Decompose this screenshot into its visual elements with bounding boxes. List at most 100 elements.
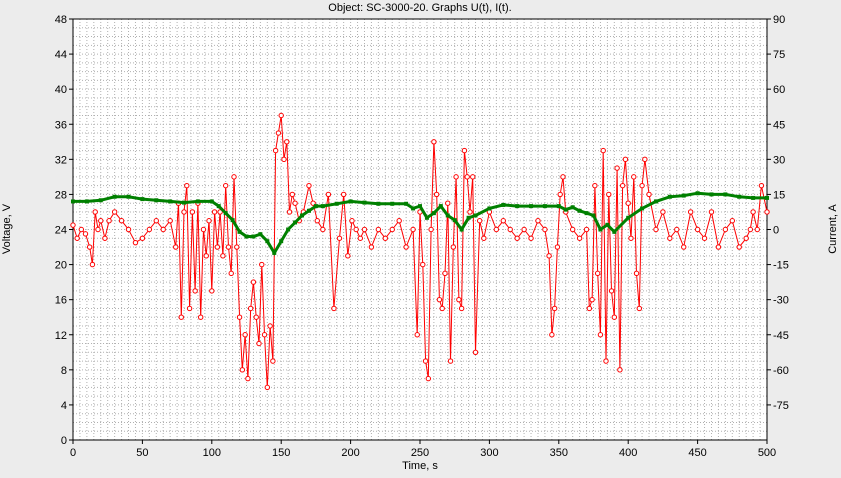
data-point (334, 201, 339, 206)
data-point (140, 197, 145, 202)
data-point (447, 358, 454, 364)
data-point (92, 209, 98, 215)
data-point (300, 213, 305, 218)
data-point (118, 218, 125, 224)
data-point (234, 244, 240, 250)
data-point (251, 234, 256, 239)
data-point (265, 239, 270, 244)
data-point (594, 270, 601, 277)
data-point (78, 226, 85, 233)
data-point (245, 375, 251, 382)
y2-tick-label: 60 (773, 84, 785, 96)
data-point (167, 218, 173, 224)
data-point (182, 200, 187, 205)
data-point (470, 174, 476, 180)
data-point (612, 229, 617, 234)
data-point (222, 182, 229, 189)
y-tick-label: 32 (55, 154, 67, 166)
data-point (667, 235, 673, 241)
data-point (314, 218, 320, 224)
data-point (195, 199, 200, 204)
data-point (258, 232, 263, 237)
data-point (375, 226, 382, 233)
data-point (514, 235, 520, 241)
data-point (556, 204, 561, 209)
data-point (633, 270, 640, 277)
y-tick-label: 12 (55, 330, 67, 342)
data-point (425, 375, 432, 382)
data-point (272, 147, 279, 154)
data-point (473, 213, 478, 218)
data-point (211, 209, 218, 215)
data-point (244, 234, 249, 239)
data-point (764, 209, 770, 215)
data-point (450, 244, 457, 250)
y2-tick-label: -60 (773, 365, 789, 377)
data-point (231, 174, 237, 180)
data-point (507, 226, 513, 233)
y-tick-label: 40 (55, 84, 67, 96)
data-point (414, 332, 420, 338)
data-point (617, 367, 623, 373)
data-point (86, 244, 93, 250)
data-point (292, 200, 298, 206)
y-tick-label: 20 (55, 260, 67, 272)
data-point (729, 218, 735, 224)
data-point (695, 191, 700, 196)
data-point (528, 235, 534, 241)
data-point (178, 314, 184, 320)
series-line (72, 115, 768, 388)
data-point (577, 208, 582, 213)
data-point (723, 192, 728, 197)
data-point (709, 192, 714, 197)
data-point (442, 270, 448, 277)
data-point (418, 204, 422, 209)
data-point (214, 244, 221, 250)
data-point (237, 229, 242, 234)
data-point (267, 323, 273, 329)
data-point (325, 191, 332, 198)
data-point (411, 206, 416, 211)
data-point (217, 209, 223, 215)
data-point (563, 207, 568, 212)
x-tick-label: 300 (480, 447, 498, 459)
data-point (70, 222, 76, 228)
data-point (306, 208, 311, 213)
y-tick-label: 44 (55, 49, 67, 61)
data-point (420, 261, 426, 268)
data-point (390, 201, 395, 206)
data-point (515, 204, 520, 209)
y-tick-label: 28 (55, 189, 67, 201)
data-point (722, 226, 729, 233)
data-point (606, 191, 612, 198)
data-point (272, 250, 277, 255)
data-point (701, 235, 708, 241)
data-point (554, 244, 561, 250)
data-point (259, 261, 265, 268)
data-point (622, 156, 629, 163)
data-point (436, 296, 443, 303)
data-point (362, 200, 367, 205)
data-point (220, 253, 226, 259)
data-point (428, 226, 434, 233)
y-tick-label: 24 (55, 225, 67, 237)
data-point (456, 296, 462, 303)
data-point (549, 332, 555, 338)
data-point (424, 215, 429, 220)
data-point (708, 209, 715, 215)
data-point (747, 226, 754, 233)
data-point (592, 182, 598, 189)
data-point (459, 227, 464, 232)
data-point (660, 209, 666, 215)
data-point (320, 226, 326, 233)
data-point (619, 182, 626, 189)
y2-tick-label: 45 (773, 119, 785, 131)
data-point (743, 235, 749, 241)
data-point (74, 235, 80, 241)
data-point (203, 253, 209, 259)
data-point (715, 244, 722, 250)
data-point (628, 235, 634, 241)
series-current (71, 191, 769, 256)
data-point (206, 218, 212, 224)
data-point (368, 244, 375, 250)
